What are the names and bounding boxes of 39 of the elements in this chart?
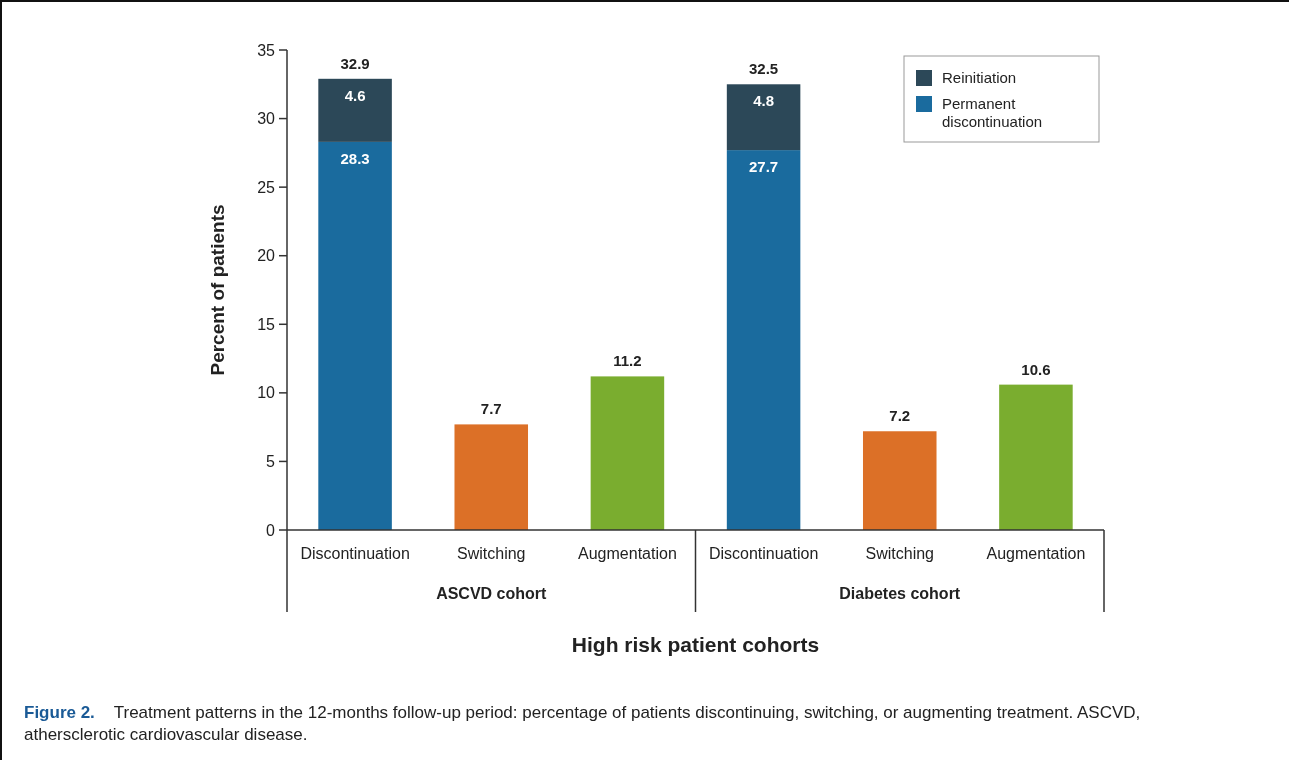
bar [318, 78, 392, 142]
data-label: 28.3 [340, 149, 370, 167]
x-tick-label: Augmentation [986, 545, 1086, 562]
y-axis-title: Percent of patients [207, 204, 228, 376]
legend-label: Reinitiation [942, 69, 1017, 86]
x-tick-label: Switching [865, 545, 934, 562]
caption: Figure 2. Treatment patterns in the 12-months follow-up period: percentage of patients discontinuing, switching, or augmenting treatment. ASCVD, athersclerotic cardiovascular disease. [24, 703, 1141, 744]
data-label: 11.2 [613, 352, 642, 370]
bar [454, 424, 529, 530]
y-tick-label: 15 [257, 315, 276, 333]
y-tick-label: 30 [257, 110, 276, 128]
data-label: 10.6 [1021, 360, 1051, 378]
data-label: 4.6 [344, 86, 366, 104]
bar [726, 84, 801, 151]
text: ASCVD cohort [436, 585, 548, 602]
bar [862, 431, 937, 530]
text: Diabetes cohort [839, 585, 961, 602]
data-label: 27.7 [748, 158, 779, 176]
x-tick-label: Augmentation [578, 545, 677, 562]
bar [590, 376, 665, 530]
x-tick-label: Discontinuation [708, 545, 819, 562]
bar [726, 150, 801, 530]
data-label: 7.2 [889, 407, 911, 425]
data-label: 7.7 [480, 400, 502, 418]
x-tick-label: Discontinuation [300, 545, 410, 562]
legend-label: Permanent discontinuation [942, 95, 1043, 130]
y-tick-label: 25 [257, 178, 276, 196]
x-axis-title: High risk patient cohorts [571, 633, 820, 656]
bar [999, 384, 1073, 530]
y-tick-label: 0 [266, 521, 276, 539]
y-tick-label: 10 [257, 384, 276, 402]
y-tick-label: 20 [257, 247, 276, 265]
total-label: 32.5 [748, 60, 779, 78]
bar [318, 141, 392, 530]
y-tick-label: 5 [266, 453, 276, 471]
total-label: 32.9 [340, 54, 370, 72]
y-tick-label: 35 [257, 41, 276, 59]
x-tick-label: Switching [457, 545, 526, 562]
data-label: 4.8 [753, 92, 775, 110]
